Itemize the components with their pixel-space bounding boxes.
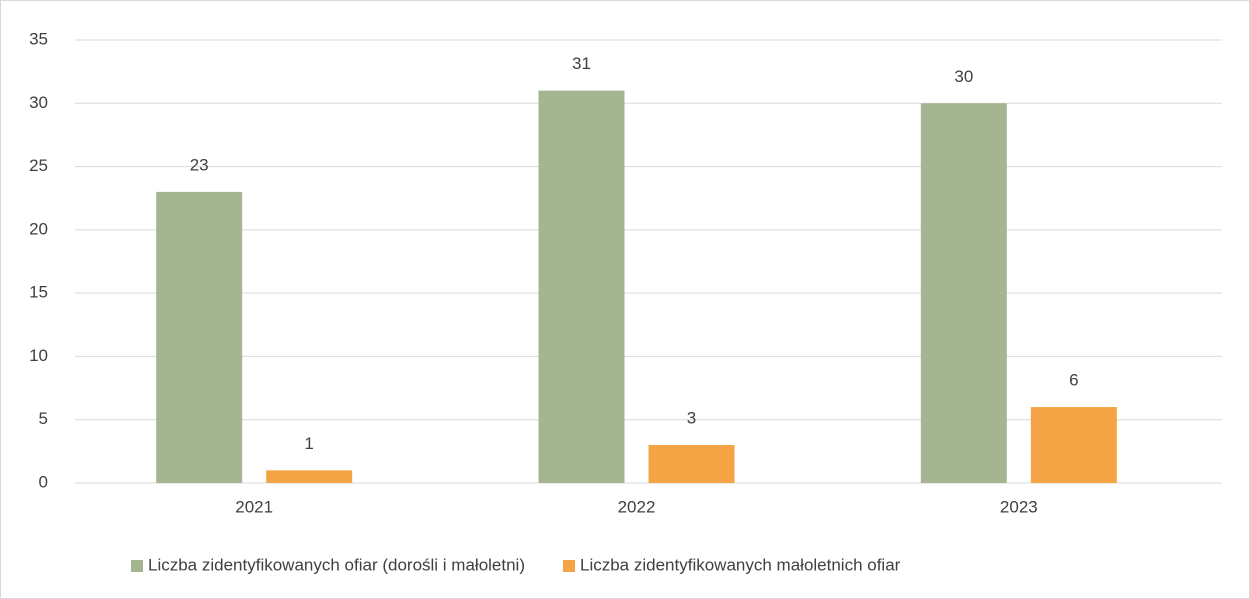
data-label: 1 [304,434,313,453]
x-tick-label: 2023 [1000,497,1038,516]
bar [538,90,625,483]
y-tick-label: 5 [39,409,48,428]
bar [266,470,353,483]
y-tick-label: 25 [29,156,48,175]
data-label: 6 [1069,371,1078,390]
legend-label: Liczba zidentyfikowanych małoletnich ofi… [580,555,901,574]
bar [156,191,243,483]
data-label: 31 [572,54,591,73]
legend-label: Liczba zidentyfikowanych ofiar (dorośli … [148,555,525,574]
legend-swatch [131,560,143,572]
bar [920,103,1007,484]
y-tick-label: 20 [29,219,48,238]
legend-swatch [563,560,575,572]
y-tick-label: 0 [39,472,48,491]
data-label: 23 [190,155,209,174]
bar [1030,407,1117,483]
data-label: 30 [954,67,973,86]
y-tick-label: 30 [29,93,48,112]
y-tick-label: 10 [29,346,48,365]
x-tick-label: 2021 [235,497,273,516]
x-tick-label: 2022 [618,497,656,516]
data-label: 3 [687,409,696,428]
y-tick-label: 35 [29,29,48,48]
y-tick-label: 15 [29,283,48,302]
bar [648,445,735,483]
